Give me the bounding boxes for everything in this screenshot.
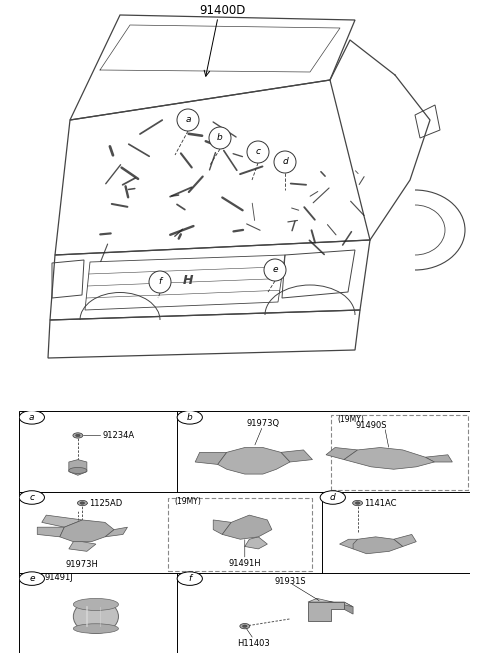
Polygon shape (195, 453, 227, 464)
Circle shape (149, 271, 171, 293)
Text: e: e (29, 574, 35, 583)
Text: 91973Q: 91973Q (246, 419, 279, 428)
Ellipse shape (73, 600, 119, 634)
Text: a: a (29, 413, 35, 422)
Text: f: f (188, 574, 192, 583)
Circle shape (75, 434, 80, 437)
Text: a: a (185, 115, 191, 125)
Circle shape (320, 491, 346, 504)
Ellipse shape (73, 624, 119, 634)
Polygon shape (42, 515, 83, 527)
Polygon shape (37, 527, 64, 537)
Text: (19MY): (19MY) (175, 497, 202, 506)
Circle shape (264, 259, 286, 281)
Text: 91931S: 91931S (274, 577, 306, 586)
Circle shape (177, 109, 199, 131)
Polygon shape (425, 455, 452, 462)
Circle shape (19, 491, 45, 504)
Polygon shape (218, 447, 290, 474)
Polygon shape (105, 527, 128, 537)
Polygon shape (353, 537, 403, 554)
Polygon shape (344, 447, 434, 469)
Polygon shape (339, 539, 358, 549)
Polygon shape (326, 447, 358, 460)
Text: d: d (330, 493, 336, 502)
Circle shape (73, 433, 83, 438)
Text: 91400D: 91400D (199, 3, 245, 16)
Circle shape (77, 501, 87, 506)
Text: 1141AC: 1141AC (364, 499, 397, 508)
Text: d: d (282, 157, 288, 167)
Circle shape (355, 502, 360, 504)
Text: 91491H: 91491H (228, 559, 261, 568)
Circle shape (247, 141, 269, 163)
Text: e: e (272, 266, 278, 274)
Polygon shape (222, 515, 272, 539)
Text: 91491J: 91491J (44, 573, 73, 583)
Text: c: c (29, 493, 35, 502)
Text: 91973H: 91973H (66, 560, 99, 569)
Polygon shape (281, 450, 312, 462)
Text: b: b (217, 134, 223, 142)
Circle shape (209, 127, 231, 149)
Circle shape (177, 411, 203, 424)
Text: 91490S: 91490S (355, 421, 387, 430)
Polygon shape (394, 535, 416, 546)
Polygon shape (245, 537, 267, 549)
Circle shape (19, 572, 45, 585)
Text: b: b (187, 413, 192, 422)
Polygon shape (69, 460, 87, 476)
Text: 91234A: 91234A (103, 431, 135, 440)
Circle shape (80, 502, 84, 504)
Circle shape (177, 572, 203, 585)
Circle shape (242, 625, 247, 627)
Polygon shape (344, 602, 353, 614)
Circle shape (353, 501, 362, 506)
Circle shape (19, 411, 45, 424)
Polygon shape (308, 598, 353, 607)
Ellipse shape (73, 598, 119, 611)
Circle shape (274, 151, 296, 173)
Text: H11403: H11403 (238, 638, 270, 647)
Text: f: f (158, 277, 162, 287)
Ellipse shape (69, 468, 87, 474)
Text: (19MY): (19MY) (337, 415, 364, 424)
Text: 1125AD: 1125AD (89, 499, 122, 508)
Circle shape (240, 623, 250, 629)
Text: H: H (183, 274, 193, 287)
Text: c: c (255, 148, 261, 157)
Polygon shape (213, 520, 231, 535)
Polygon shape (60, 520, 114, 542)
Polygon shape (308, 602, 344, 621)
Polygon shape (69, 542, 96, 551)
